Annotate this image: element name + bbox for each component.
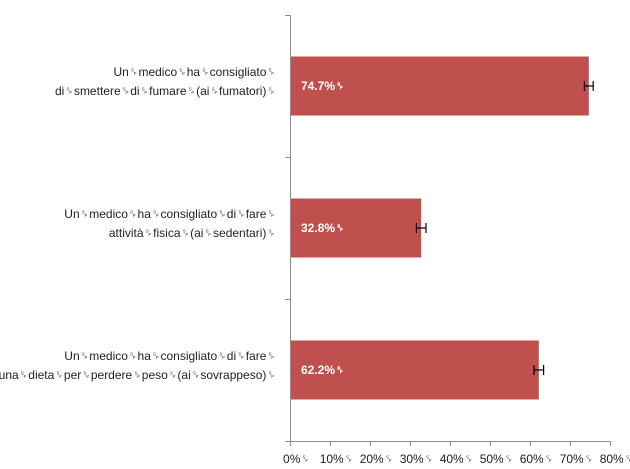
x-tick-label-8: 80%␠ xyxy=(600,452,630,466)
x-tick-label-5: 50%␠ xyxy=(480,452,514,466)
category-label-1-line-1: attività␠fisica␠(ai␠sedentari)␠ xyxy=(109,226,276,240)
category-label-0-line-0: Un␠medico␠ha␠consigliato␠ xyxy=(114,65,276,79)
category-label-0-line-1: di␠smettere␠di␠fumare␠(ai␠fumatori)␠ xyxy=(55,84,276,98)
x-tick-label-7: 70%␠ xyxy=(560,452,594,466)
bars xyxy=(290,56,589,400)
bar-0 xyxy=(290,56,589,116)
x-tick-label-1: 10%␠ xyxy=(320,452,354,466)
data-label-2: 62.2%␠ xyxy=(301,363,345,377)
category-label-1-line-0: Un␠medico␠ha␠consigliato␠di␠fare␠ xyxy=(64,207,276,221)
x-tick-label-3: 30%␠ xyxy=(400,452,434,466)
bar-1 xyxy=(290,198,422,258)
bar-2 xyxy=(290,340,539,400)
x-tick-label-2: 20%␠ xyxy=(360,452,394,466)
axes: 0%␠ 10%␠ 20%␠ 30%␠ 40%␠ 50%␠ 60%␠ 70%␠ 80%␠ xyxy=(283,15,630,466)
category-label-2-line-1: una␠dieta␠per␠perdere␠peso␠(ai␠sovrappes… xyxy=(0,368,276,382)
category-label-2-line-0: Un␠medico␠ha␠consigliato␠di␠fare␠ xyxy=(64,349,276,363)
x-tick-label-4: 40%␠ xyxy=(440,452,474,466)
data-label-1: 32.8%␠ xyxy=(301,221,345,235)
x-tick-label-6: 60%␠ xyxy=(520,452,554,466)
error-bars xyxy=(415,81,594,375)
x-tick-label-0: 0%␠ xyxy=(283,452,310,466)
data-label-0: 74.7%␠ xyxy=(301,79,345,93)
data-labels: 74.7%␠ 32.8%␠ 62.2%␠ xyxy=(301,79,345,377)
category-labels: Un␠medico␠ha␠consigliato␠ di␠smettere␠di␠… xyxy=(0,65,276,382)
